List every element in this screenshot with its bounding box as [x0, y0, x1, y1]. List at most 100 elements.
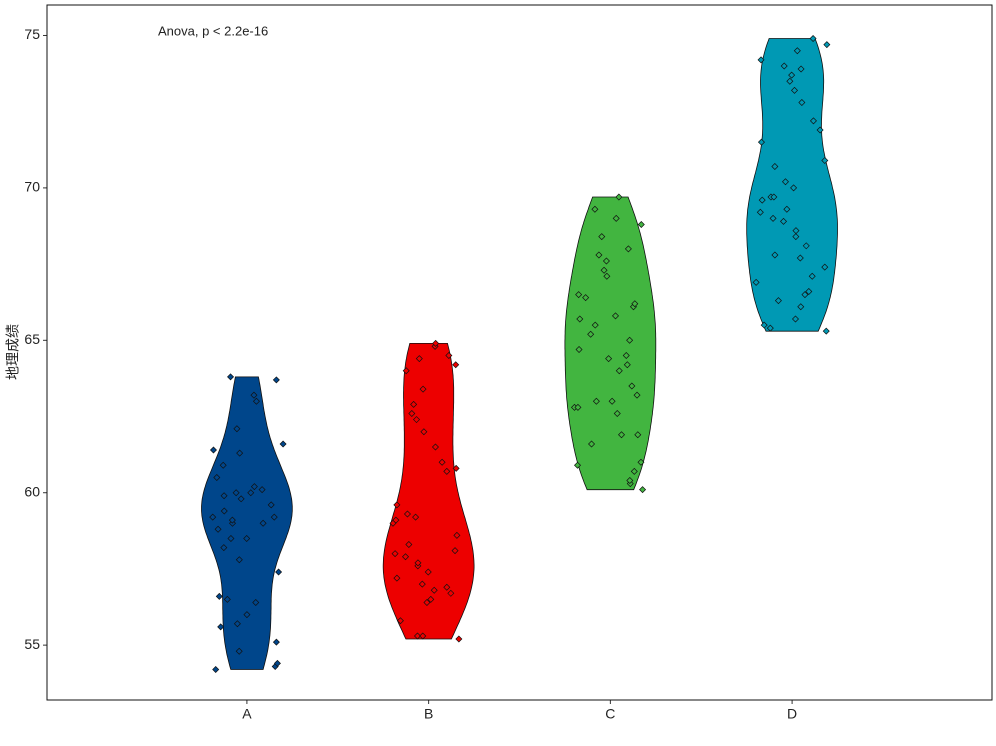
point [453, 531, 461, 539]
point [220, 492, 228, 500]
point [752, 278, 760, 286]
point [605, 355, 613, 363]
point [275, 568, 283, 576]
point [452, 464, 460, 472]
point [258, 486, 266, 494]
violin [564, 196, 657, 491]
point [770, 193, 778, 201]
point [622, 352, 630, 360]
point [626, 477, 634, 485]
point [391, 550, 399, 558]
point [419, 385, 427, 393]
x-tick-label: D [787, 706, 797, 722]
point [396, 617, 404, 625]
point [771, 251, 779, 259]
point [272, 376, 280, 384]
point [393, 574, 401, 582]
point [801, 291, 809, 299]
point [419, 632, 427, 640]
point [798, 99, 806, 107]
point [783, 205, 791, 213]
point [790, 184, 798, 192]
point [757, 138, 765, 146]
y-tick-label: 65 [24, 331, 40, 347]
point [613, 409, 621, 417]
violin [382, 343, 475, 640]
point [598, 233, 606, 241]
point [392, 516, 400, 524]
point [430, 586, 438, 594]
point [821, 156, 829, 164]
point [220, 507, 228, 515]
point [452, 361, 460, 369]
y-tick-label: 60 [24, 483, 40, 499]
point [418, 580, 426, 588]
point [393, 501, 401, 509]
point [792, 315, 799, 323]
point [228, 516, 236, 524]
y-tick-label: 55 [24, 636, 40, 652]
point [415, 355, 423, 363]
point [591, 321, 599, 329]
point [209, 446, 217, 454]
point [757, 56, 765, 64]
point [637, 220, 645, 228]
point [214, 525, 222, 533]
point [227, 534, 235, 542]
point [634, 431, 642, 439]
point [432, 339, 440, 347]
point [447, 589, 455, 597]
point [802, 242, 810, 250]
point [603, 272, 611, 280]
y-axis-label: 地理成绩 [5, 324, 21, 380]
point [595, 251, 603, 259]
point [219, 461, 227, 469]
point [615, 193, 623, 201]
point [243, 611, 251, 619]
point [615, 367, 623, 375]
point [591, 205, 599, 213]
point [588, 440, 596, 448]
point [792, 227, 800, 235]
point [809, 117, 817, 125]
point [582, 294, 590, 302]
point [797, 303, 805, 311]
point [628, 382, 636, 390]
point [780, 217, 788, 225]
point [780, 62, 788, 70]
point [423, 598, 431, 606]
point [259, 519, 267, 527]
point [413, 416, 421, 424]
point [414, 632, 421, 640]
point [575, 291, 583, 299]
point [602, 257, 610, 265]
point [637, 458, 645, 466]
point [250, 483, 258, 491]
point [443, 467, 451, 475]
point [618, 431, 626, 439]
point [639, 486, 647, 494]
point [402, 367, 410, 375]
point [760, 321, 768, 329]
point [213, 473, 221, 481]
point [822, 327, 830, 335]
point [420, 428, 428, 436]
plot-border [46, 4, 993, 701]
point [788, 71, 796, 79]
y-tick-label: 75 [24, 26, 40, 42]
point [587, 330, 595, 338]
point [217, 623, 225, 631]
point [237, 495, 245, 503]
point [781, 178, 789, 186]
point [756, 208, 764, 216]
point [227, 373, 235, 381]
point [816, 126, 824, 134]
point [574, 461, 582, 469]
point [424, 568, 432, 576]
point [774, 297, 782, 305]
point [232, 489, 240, 497]
point [769, 214, 777, 222]
point [793, 47, 801, 55]
point [403, 510, 411, 518]
point [223, 595, 231, 603]
